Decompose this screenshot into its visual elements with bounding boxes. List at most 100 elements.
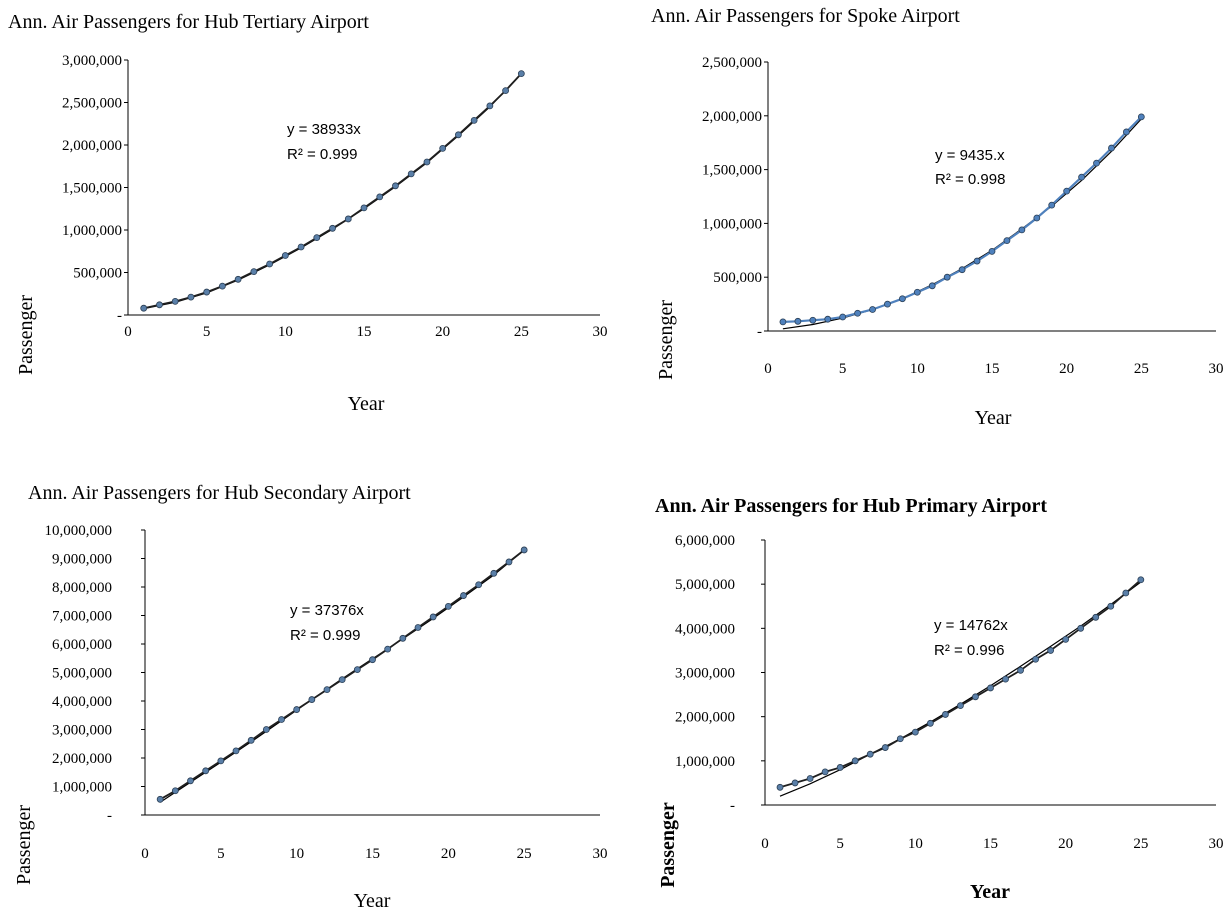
data-point <box>156 795 164 803</box>
data-point <box>369 656 376 664</box>
y-tick-label: 9,000,000 <box>52 552 112 568</box>
data-point <box>1093 159 1100 167</box>
data-point <box>323 686 331 693</box>
x-tick-label: 5 <box>203 324 211 340</box>
y-tick-label: 3,000,000 <box>52 723 112 739</box>
x-tick-label: 25 <box>1133 836 1148 852</box>
data-point <box>486 102 494 110</box>
x-axis-label: Year <box>348 393 385 415</box>
y-tick-label: 2,000,000 <box>702 109 762 125</box>
data-point <box>1017 666 1024 674</box>
chart-panel-3: Ann. Air Passengers for Hub Secondary Ai… <box>13 482 608 912</box>
data-point <box>1077 624 1085 632</box>
series-line <box>159 549 525 801</box>
data-point <box>1137 576 1145 584</box>
data-point <box>779 318 787 326</box>
data-point <box>344 215 352 223</box>
data-point <box>470 116 478 124</box>
x-tick-label: 15 <box>357 324 372 340</box>
chart-panel-2: Ann. Air Passengers for Spoke Airport-50… <box>651 5 1224 429</box>
y-axis-label: Passenger <box>13 805 35 885</box>
data-point <box>247 736 255 744</box>
data-point <box>943 273 951 281</box>
data-point <box>234 275 242 283</box>
data-point <box>1003 237 1011 245</box>
y-tick-label: 500,000 <box>713 270 762 286</box>
data-point <box>836 764 844 771</box>
r-squared-label: R² = 0.999 <box>287 146 357 163</box>
y-tick-label: 8,000,000 <box>52 580 112 596</box>
trendline <box>143 73 522 310</box>
data-point <box>187 293 195 301</box>
y-axis-label: Passenger <box>655 300 677 380</box>
data-point <box>928 282 936 290</box>
x-tick-label: 5 <box>839 361 847 377</box>
data-point <box>1108 144 1115 152</box>
y-tick-label: - <box>107 808 112 824</box>
data-point <box>392 182 399 190</box>
x-tick-label: 5 <box>217 846 225 862</box>
data-point <box>376 193 384 201</box>
data-point <box>505 558 513 566</box>
x-tick-label: 15 <box>365 846 380 862</box>
data-point <box>1033 214 1041 222</box>
data-point <box>262 726 270 733</box>
data-point <box>218 282 226 290</box>
data-point <box>407 170 415 178</box>
data-point <box>1018 226 1026 234</box>
data-point <box>854 309 861 317</box>
x-tick-label: 30 <box>593 846 608 862</box>
data-point <box>913 288 921 296</box>
x-axis-label: Year <box>354 890 391 912</box>
data-point <box>140 304 148 312</box>
data-point <box>353 666 361 674</box>
data-point <box>776 783 784 791</box>
data-point <box>520 546 528 554</box>
x-tick-label: 20 <box>441 846 456 862</box>
y-tick-label: 500,000 <box>73 266 122 282</box>
data-point <box>884 300 891 308</box>
data-point <box>171 297 179 305</box>
data-point <box>1123 128 1130 136</box>
data-point <box>444 602 452 610</box>
series-line <box>143 72 522 310</box>
y-axis-label: Passenger <box>15 295 37 375</box>
x-tick-label: 10 <box>278 324 293 340</box>
x-tick-label: 25 <box>1134 361 1149 377</box>
data-point <box>881 744 889 751</box>
data-point <box>791 779 799 787</box>
x-tick-label: 30 <box>1209 361 1224 377</box>
chart-title: Ann. Air Passengers for Spoke Airport <box>651 5 960 27</box>
y-tick-label: 5,000,000 <box>675 577 735 593</box>
x-tick-label: 0 <box>764 361 772 377</box>
data-point <box>1048 201 1056 209</box>
y-tick-label: 1,000,000 <box>702 216 762 232</box>
data-point <box>171 787 179 795</box>
data-point <box>1063 187 1071 195</box>
y-tick-label: 1,000,000 <box>675 754 735 770</box>
y-tick-label: 3,000,000 <box>675 666 735 682</box>
data-point <box>429 613 437 621</box>
data-point <box>187 777 194 785</box>
data-point <box>502 87 510 94</box>
data-point <box>517 70 525 77</box>
data-point <box>329 224 336 232</box>
x-tick-label: 30 <box>1209 836 1224 852</box>
x-tick-label: 0 <box>141 846 149 862</box>
x-tick-label: 0 <box>761 836 769 852</box>
x-tick-label: 15 <box>983 836 998 852</box>
data-point <box>475 581 483 589</box>
y-tick-label: 1,500,000 <box>702 163 762 179</box>
y-tick-label: 2,500,000 <box>62 96 122 112</box>
trendline <box>779 581 1142 797</box>
data-point <box>1078 173 1085 181</box>
data-point <box>896 735 904 743</box>
data-point <box>1122 589 1130 597</box>
data-point <box>217 757 225 765</box>
data-point <box>266 260 274 268</box>
data-point <box>926 719 934 727</box>
chart-panel-1: Ann. Air Passengers for Hub Tertiary Air… <box>8 11 608 415</box>
y-tick-label: 4,000,000 <box>675 621 735 637</box>
data-point <box>1092 613 1100 621</box>
